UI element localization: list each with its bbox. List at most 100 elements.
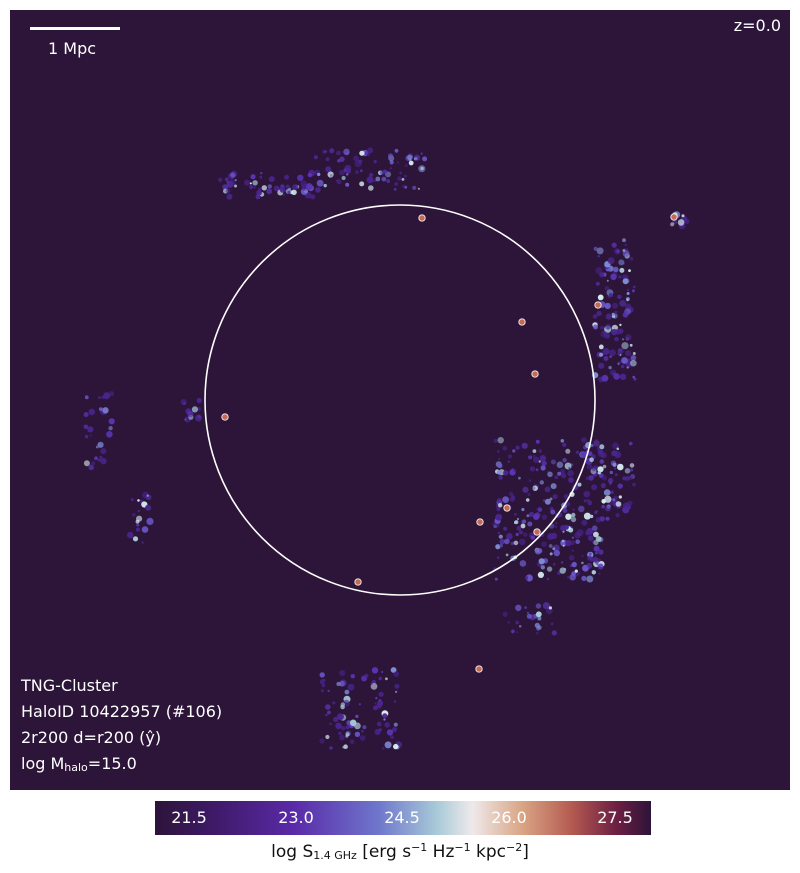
emission-blob — [602, 464, 607, 469]
emission-blob — [327, 710, 331, 715]
emission-blob — [366, 176, 374, 184]
colorbar-tick: 24.5 — [384, 808, 420, 827]
emission-blob — [87, 426, 94, 433]
emission-blob — [304, 189, 308, 194]
emission-blob — [515, 532, 519, 537]
emission-blob — [550, 483, 557, 490]
emission-blob — [336, 681, 341, 687]
emission-blob — [368, 172, 374, 178]
emission-blob — [325, 704, 331, 710]
emission-blob — [195, 414, 202, 422]
emission-blob — [589, 514, 594, 519]
emission-blob — [588, 552, 592, 556]
emission-blob — [503, 526, 508, 531]
emission-blob — [383, 718, 386, 721]
emission-blob — [603, 356, 609, 361]
emission-blob — [556, 461, 564, 469]
emission-blob — [420, 166, 424, 171]
emission-blob — [619, 323, 622, 327]
emission-blob — [681, 214, 685, 218]
emission-blob — [576, 529, 584, 537]
emission-blob — [622, 238, 626, 243]
emission-blob — [561, 473, 567, 479]
emission-blob — [512, 449, 516, 453]
emission-blob — [403, 174, 408, 178]
emission-blob — [535, 603, 542, 609]
emission-blob — [519, 560, 527, 567]
emission-blob — [329, 746, 333, 750]
emission-blob — [397, 176, 402, 181]
emission-blob — [343, 148, 350, 156]
radio-emission-map: 1 Mpc z=0.0 TNG-Cluster HaloID 10422957 … — [10, 10, 790, 790]
emission-blob — [527, 521, 533, 527]
emission-blob — [632, 285, 636, 289]
emission-blob — [515, 445, 520, 450]
emission-blob — [540, 565, 545, 570]
emission-blob — [540, 465, 546, 471]
emission-blob — [538, 558, 545, 565]
emission-blob — [340, 702, 345, 707]
emission-blob — [325, 734, 330, 740]
emission-blob — [560, 439, 565, 443]
emission-blob — [496, 470, 502, 475]
emission-blob — [345, 182, 350, 187]
emission-blob — [615, 328, 622, 335]
emission-blob — [571, 512, 576, 518]
emission-blob — [495, 513, 503, 521]
emission-blob — [319, 672, 325, 678]
emission-blob — [601, 505, 605, 509]
emission-blob — [570, 516, 577, 523]
emission-blob — [597, 471, 601, 475]
emission-blob — [609, 470, 613, 475]
emission-blob — [553, 549, 560, 557]
emission-blob — [600, 325, 605, 330]
emission-blob — [88, 408, 96, 416]
emission-blob — [244, 179, 250, 186]
emission-blob — [592, 314, 598, 319]
colorbar: 21.5 23.0 24.5 26.0 27.5 — [155, 801, 651, 835]
emission-blob — [355, 714, 359, 719]
emission-blob — [609, 349, 616, 357]
emission-blob — [336, 179, 342, 185]
emission-blob — [218, 177, 223, 182]
emission-blob — [382, 747, 385, 750]
emission-blob — [321, 683, 326, 688]
r200-circle — [204, 204, 596, 596]
emission-blob — [395, 690, 398, 694]
emission-blob — [629, 441, 633, 446]
emission-blob — [493, 438, 498, 443]
emission-blob — [130, 498, 134, 501]
emission-blob — [601, 475, 607, 481]
emission-blob — [417, 187, 420, 190]
emission-blob — [557, 471, 562, 476]
emission-blob — [384, 722, 391, 728]
emission-blob — [408, 160, 414, 166]
emission-blob — [305, 183, 313, 190]
emission-blob — [552, 547, 556, 551]
emission-blob — [624, 468, 631, 474]
bright-source — [518, 318, 526, 326]
emission-blob — [359, 735, 366, 741]
emission-blob — [599, 272, 605, 278]
emission-blob — [586, 575, 594, 583]
emission-blob — [498, 503, 503, 508]
colorbar-label: log S1.4 GHz [erg s−1 Hz−1 kpc−2] — [271, 841, 529, 862]
emission-blob — [284, 174, 290, 180]
emission-blob — [382, 713, 388, 719]
emission-blob — [521, 442, 528, 449]
emission-blob — [249, 182, 252, 185]
emission-blob — [613, 266, 619, 273]
emission-blob — [526, 514, 530, 518]
emission-blob — [507, 454, 512, 459]
emission-blob — [571, 561, 577, 568]
emission-blob — [495, 544, 501, 550]
emission-blob — [353, 155, 359, 162]
emission-blob — [619, 267, 625, 273]
emission-blob — [612, 302, 619, 309]
emission-blob — [614, 473, 618, 477]
emission-blob — [339, 156, 345, 162]
emission-blob — [532, 486, 536, 490]
emission-blob — [422, 156, 428, 162]
emission-blob — [592, 525, 598, 531]
emission-blob — [393, 722, 398, 727]
